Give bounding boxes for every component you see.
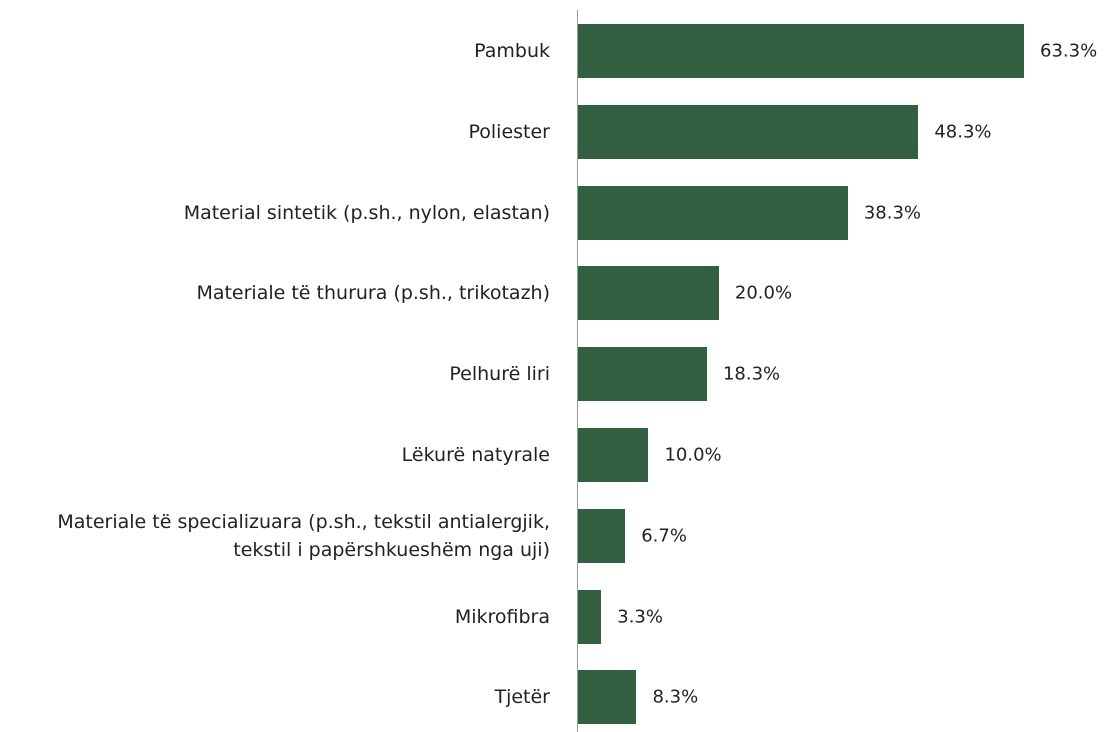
bar [578,428,649,482]
bar [578,670,637,725]
value-label: 10.0% [664,444,722,466]
axis-line [577,10,578,732]
value-label: 3.3% [617,606,663,628]
category-label: Tjetër [494,686,550,709]
category-label: Pambuk [474,40,550,62]
category-label: Materiale të specializuara (p.sh., tekst… [57,510,550,561]
category-label: Poliester [468,120,550,143]
value-label: 38.3% [863,202,922,224]
bar [578,266,719,321]
bar [578,508,626,563]
category-label: Material sintetik (p.sh., nylon, elastan… [183,201,550,224]
value-label: 48.3% [934,121,992,143]
bar [578,185,848,240]
value-label: 63.3% [1040,40,1098,62]
value-label: 20.0% [734,282,793,304]
bar [578,347,707,402]
bar [578,24,1024,78]
category-label: Pelhurë liri [449,363,550,386]
category-label: Mikrofibra [454,605,550,628]
bar [578,589,602,644]
category-label: Lëkurë natyrale [401,444,550,466]
value-label: 8.3% [652,686,699,708]
category-label: Materiale të thurura (p.sh., trikotazh) [196,282,550,305]
value-label: 18.3% [722,363,781,385]
value-label: 6.7% [641,525,687,547]
bar [578,104,919,159]
